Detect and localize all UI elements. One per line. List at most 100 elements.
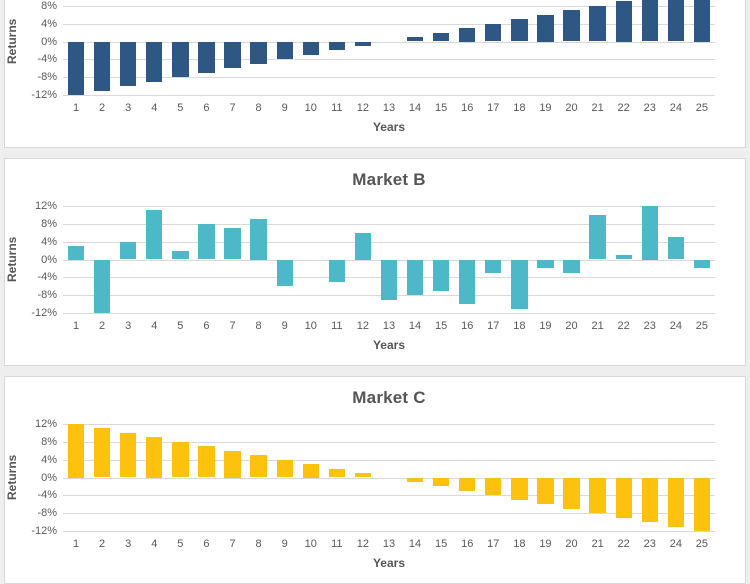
bar-year-3 (120, 241, 137, 260)
x-tick-label: 5 (177, 102, 184, 114)
bar-year-1 (67, 246, 85, 260)
gridline (63, 477, 715, 479)
gridline (63, 531, 715, 532)
gridline (63, 513, 715, 515)
bar-year-18 (511, 477, 528, 500)
x-tick-label: 6 (203, 538, 210, 550)
bar-year-10 (302, 464, 319, 478)
x-axis: 1 2 3 4 5 6 7 8 9 10 11 12 13 14 15 16 17 18 19 20 21 22 23 24 2… (63, 538, 715, 552)
bar-year-23 (641, 206, 658, 260)
bar-year-19 (537, 14, 554, 42)
y-tick-label: -12% (31, 89, 57, 101)
x-tick-label: 15 (435, 102, 448, 114)
x-tick-label: 14 (408, 102, 422, 114)
x-tick-label: 10 (304, 538, 317, 550)
chart-title: Market B (352, 170, 426, 189)
x-tick-label: 14 (408, 320, 422, 332)
x-tick-label: 20 (565, 538, 578, 550)
bar-year-25 (693, 259, 711, 269)
x-tick-label: 3 (125, 102, 132, 114)
x-tick-label: 16 (461, 538, 474, 550)
bar-year-23 (641, 477, 658, 523)
bar-year-22 (615, 477, 632, 518)
bar-year-3 (120, 432, 137, 478)
x-tick-label: 5 (177, 320, 184, 332)
bar-year-21 (589, 477, 606, 514)
bar-year-15 (433, 259, 450, 291)
bar-year-9 (276, 259, 293, 287)
x-tick-label: 6 (203, 102, 210, 114)
chart-area: Returns 12% 8% 4% 0% -4% -8% -12% (5, 200, 715, 319)
x-tick-label: 15 (435, 320, 448, 332)
bar-year-1 (67, 41, 85, 95)
x-tick-label: 15 (435, 538, 448, 550)
y-tick-label: -4% (37, 489, 57, 502)
x-tick-label: 17 (487, 538, 500, 550)
x-tick-label: 21 (591, 102, 604, 114)
gridline (63, 495, 715, 497)
x-tick-label: 9 (281, 320, 288, 332)
x-tick-label: 12 (356, 102, 370, 114)
x-tick-label: 8 (255, 538, 262, 550)
y-tick-label: 12% (34, 200, 57, 212)
x-tick-label: 11 (331, 538, 343, 550)
plot-area (63, 206, 715, 314)
bar-year-6 (198, 446, 215, 478)
bar-year-11 (328, 468, 345, 478)
x-tick-label: 24 (669, 538, 682, 550)
x-tick-label: 22 (617, 102, 630, 114)
x-tick-label: 22 (617, 538, 630, 550)
y-tick-label: 4% (41, 17, 57, 30)
x-tick-label: 17 (487, 320, 500, 332)
x-tick-label: 2 (99, 320, 106, 332)
gridline (63, 206, 715, 207)
y-axis-title: Returns (5, 236, 19, 283)
gridline (63, 459, 715, 461)
bar-year-8 (250, 455, 267, 478)
chart-title: Market C (352, 388, 426, 407)
x-tick-label: 23 (643, 538, 656, 550)
x-tick-label: 10 (304, 102, 317, 114)
y-tick-label: -4% (37, 53, 57, 66)
x-tick-label: 7 (229, 538, 236, 550)
bar-year-10 (302, 41, 319, 55)
x-tick-label: 14 (408, 538, 422, 550)
bar-year-22 (615, 1, 632, 42)
x-tick-label: 6 (203, 320, 210, 332)
x-tick-label: 9 (281, 102, 288, 114)
bar-year-4 (146, 41, 163, 82)
x-tick-label: 22 (617, 320, 630, 332)
bar-year-5 (172, 441, 189, 478)
bar-year-13 (380, 259, 398, 300)
x-tick-label: 3 (125, 320, 132, 332)
x-axis: 1 2 3 4 5 6 7 8 9 10 11 12 13 14 15 16 17 18 19 20 21 22 23 24 2… (63, 320, 715, 334)
bar-year-19 (537, 259, 554, 269)
bar-year-1 (67, 424, 85, 478)
x-tick-label: 4 (151, 538, 158, 550)
x-tick-label: 9 (281, 538, 288, 550)
x-tick-label: 10 (304, 320, 317, 332)
bar-year-4 (146, 437, 163, 478)
y-tick-label: 8% (41, 217, 57, 230)
y-tick-label: 0% (41, 253, 57, 266)
x-tick-label: 12 (356, 538, 370, 550)
x-tick-label: 2 (99, 538, 106, 550)
y-tick-label: 4% (41, 235, 57, 248)
x-tick-label: 7 (229, 102, 236, 114)
bar-year-11 (328, 41, 345, 51)
gridline (63, 5, 715, 7)
y-axis: 12% 8% 4% 0% -4% -8% -12% (25, 418, 63, 537)
x-tick-label: 8 (255, 320, 262, 332)
bar-year-7 (224, 450, 241, 478)
bar-year-9 (276, 459, 293, 478)
bar-year-14 (406, 259, 424, 296)
y-axis-title: Returns (5, 454, 19, 501)
bar-year-2 (93, 259, 111, 313)
x-tick-label: 19 (539, 320, 552, 332)
bar-year-20 (563, 477, 580, 509)
y-tick-label: -12% (31, 525, 57, 537)
x-tick-label: 25 (695, 538, 709, 550)
x-tick-label: 24 (669, 102, 682, 114)
